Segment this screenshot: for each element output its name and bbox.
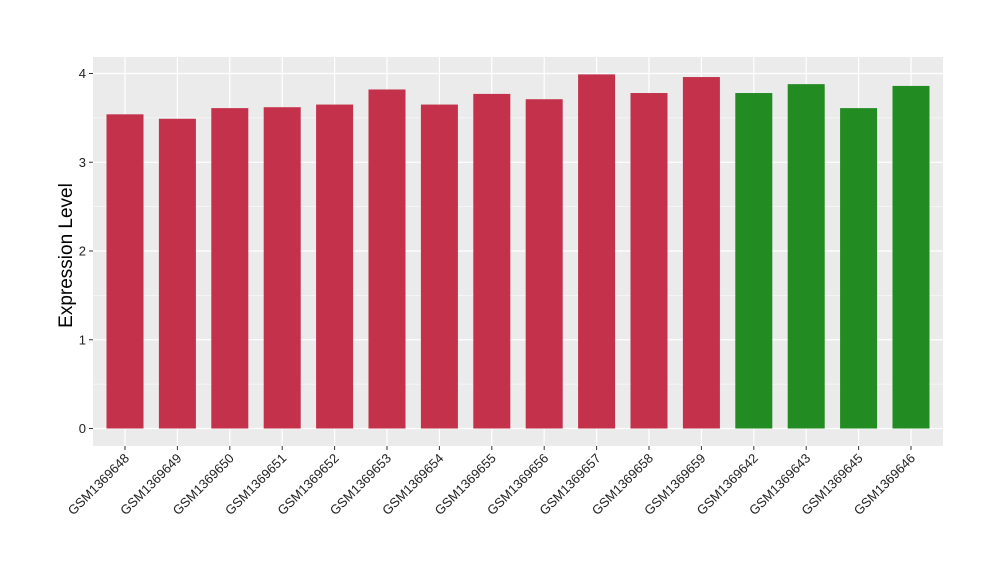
bar-GSM1369654 <box>420 104 458 429</box>
bar-GSM1369650 <box>211 108 249 429</box>
bar-GSM1369659 <box>682 77 720 429</box>
y-tick-label: 1 <box>79 332 86 347</box>
bar-GSM1369642 <box>735 93 773 429</box>
bar-GSM1369656 <box>525 99 563 429</box>
bar-GSM1369645 <box>840 108 878 429</box>
bar-GSM1369651 <box>263 107 301 429</box>
y-tick-label: 3 <box>79 155 86 170</box>
bar-layer <box>106 74 930 429</box>
y-tick-label: 4 <box>79 66 86 81</box>
bar-GSM1369646 <box>892 85 930 429</box>
bar-GSM1369648 <box>106 114 144 429</box>
y-tick-label: 2 <box>79 244 86 259</box>
bar-GSM1369652 <box>316 104 354 429</box>
bar-GSM1369657 <box>578 74 616 429</box>
bar-GSM1369643 <box>787 84 825 429</box>
bar-GSM1369658 <box>630 93 668 429</box>
bar-GSM1369655 <box>473 93 511 429</box>
bar-GSM1369649 <box>158 118 196 429</box>
bar-GSM1369653 <box>368 89 406 429</box>
y-axis-title: Expression Level <box>56 183 77 328</box>
y-tick-label: 0 <box>79 421 86 436</box>
